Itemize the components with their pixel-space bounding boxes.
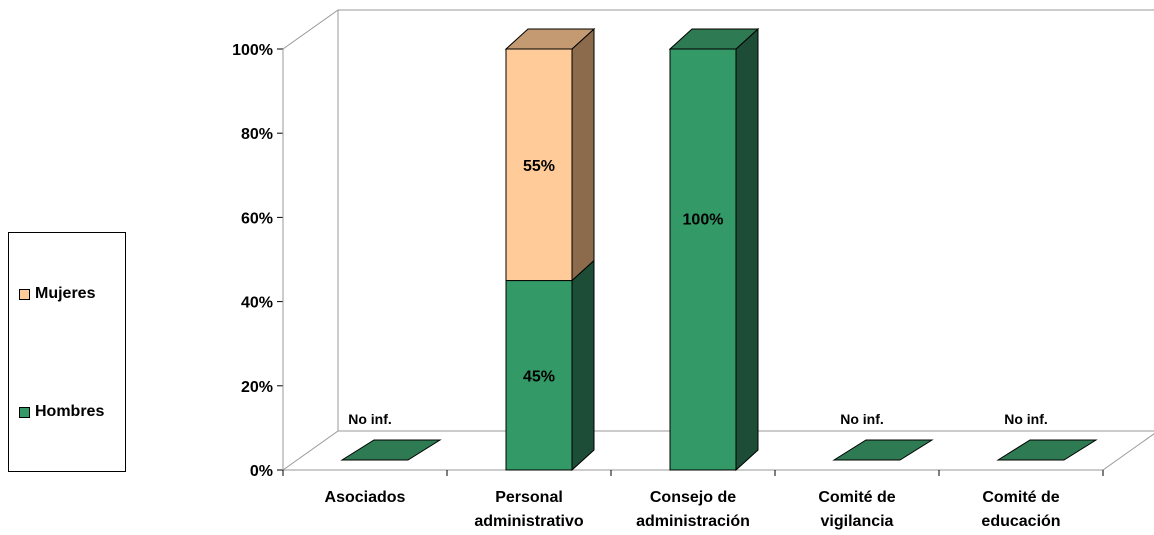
y-tick-label: 0% bbox=[250, 463, 273, 480]
bar-top bbox=[504, 28, 596, 50]
y-tick-label: 60% bbox=[241, 210, 273, 227]
y-tick-label: 40% bbox=[241, 295, 273, 312]
x-category-label: administración bbox=[636, 513, 750, 530]
bar-top bbox=[668, 28, 760, 50]
data-label: No inf. bbox=[1004, 411, 1048, 427]
legend-item-mujeres: Mujeres bbox=[19, 285, 95, 303]
bar-empty-plate bbox=[340, 439, 442, 461]
bar-front bbox=[505, 280, 573, 471]
x-category-label: vigilancia bbox=[821, 513, 894, 530]
bar-empty-plate bbox=[996, 439, 1098, 461]
x-category-label: educación bbox=[981, 513, 1060, 530]
x-category-label: Comité de bbox=[982, 489, 1059, 506]
data-label: 45% bbox=[523, 368, 555, 385]
x-category-label: Personal bbox=[495, 489, 563, 506]
x-category-label: Consejo de bbox=[650, 489, 736, 506]
data-label: No inf. bbox=[348, 411, 392, 427]
legend-swatch-hombres bbox=[19, 406, 30, 418]
data-label: 55% bbox=[523, 158, 555, 175]
bar-front bbox=[505, 48, 573, 282]
bar-side bbox=[571, 27, 595, 282]
data-label: No inf. bbox=[840, 411, 884, 427]
legend-label-mujeres: Mujeres bbox=[35, 285, 96, 302]
x-category-label: Comité de bbox=[818, 489, 895, 506]
y-tick-label: 20% bbox=[241, 379, 273, 396]
y-tick-label: 100% bbox=[232, 42, 273, 59]
x-category-label: administrativo bbox=[474, 513, 584, 530]
y-tick-label: 80% bbox=[241, 126, 273, 143]
legend-label-hombres: Hombres bbox=[35, 403, 105, 420]
bar-empty-plate bbox=[832, 439, 934, 461]
x-category-label: Asociados bbox=[325, 489, 406, 506]
legend-item-hombres: Hombres bbox=[19, 403, 104, 421]
bar-side bbox=[735, 27, 759, 472]
bar-side bbox=[571, 259, 595, 472]
bar-front bbox=[669, 48, 737, 471]
legend: Mujeres Hombres bbox=[8, 232, 126, 472]
legend-swatch-mujeres bbox=[19, 288, 30, 300]
data-label: 100% bbox=[683, 211, 724, 228]
